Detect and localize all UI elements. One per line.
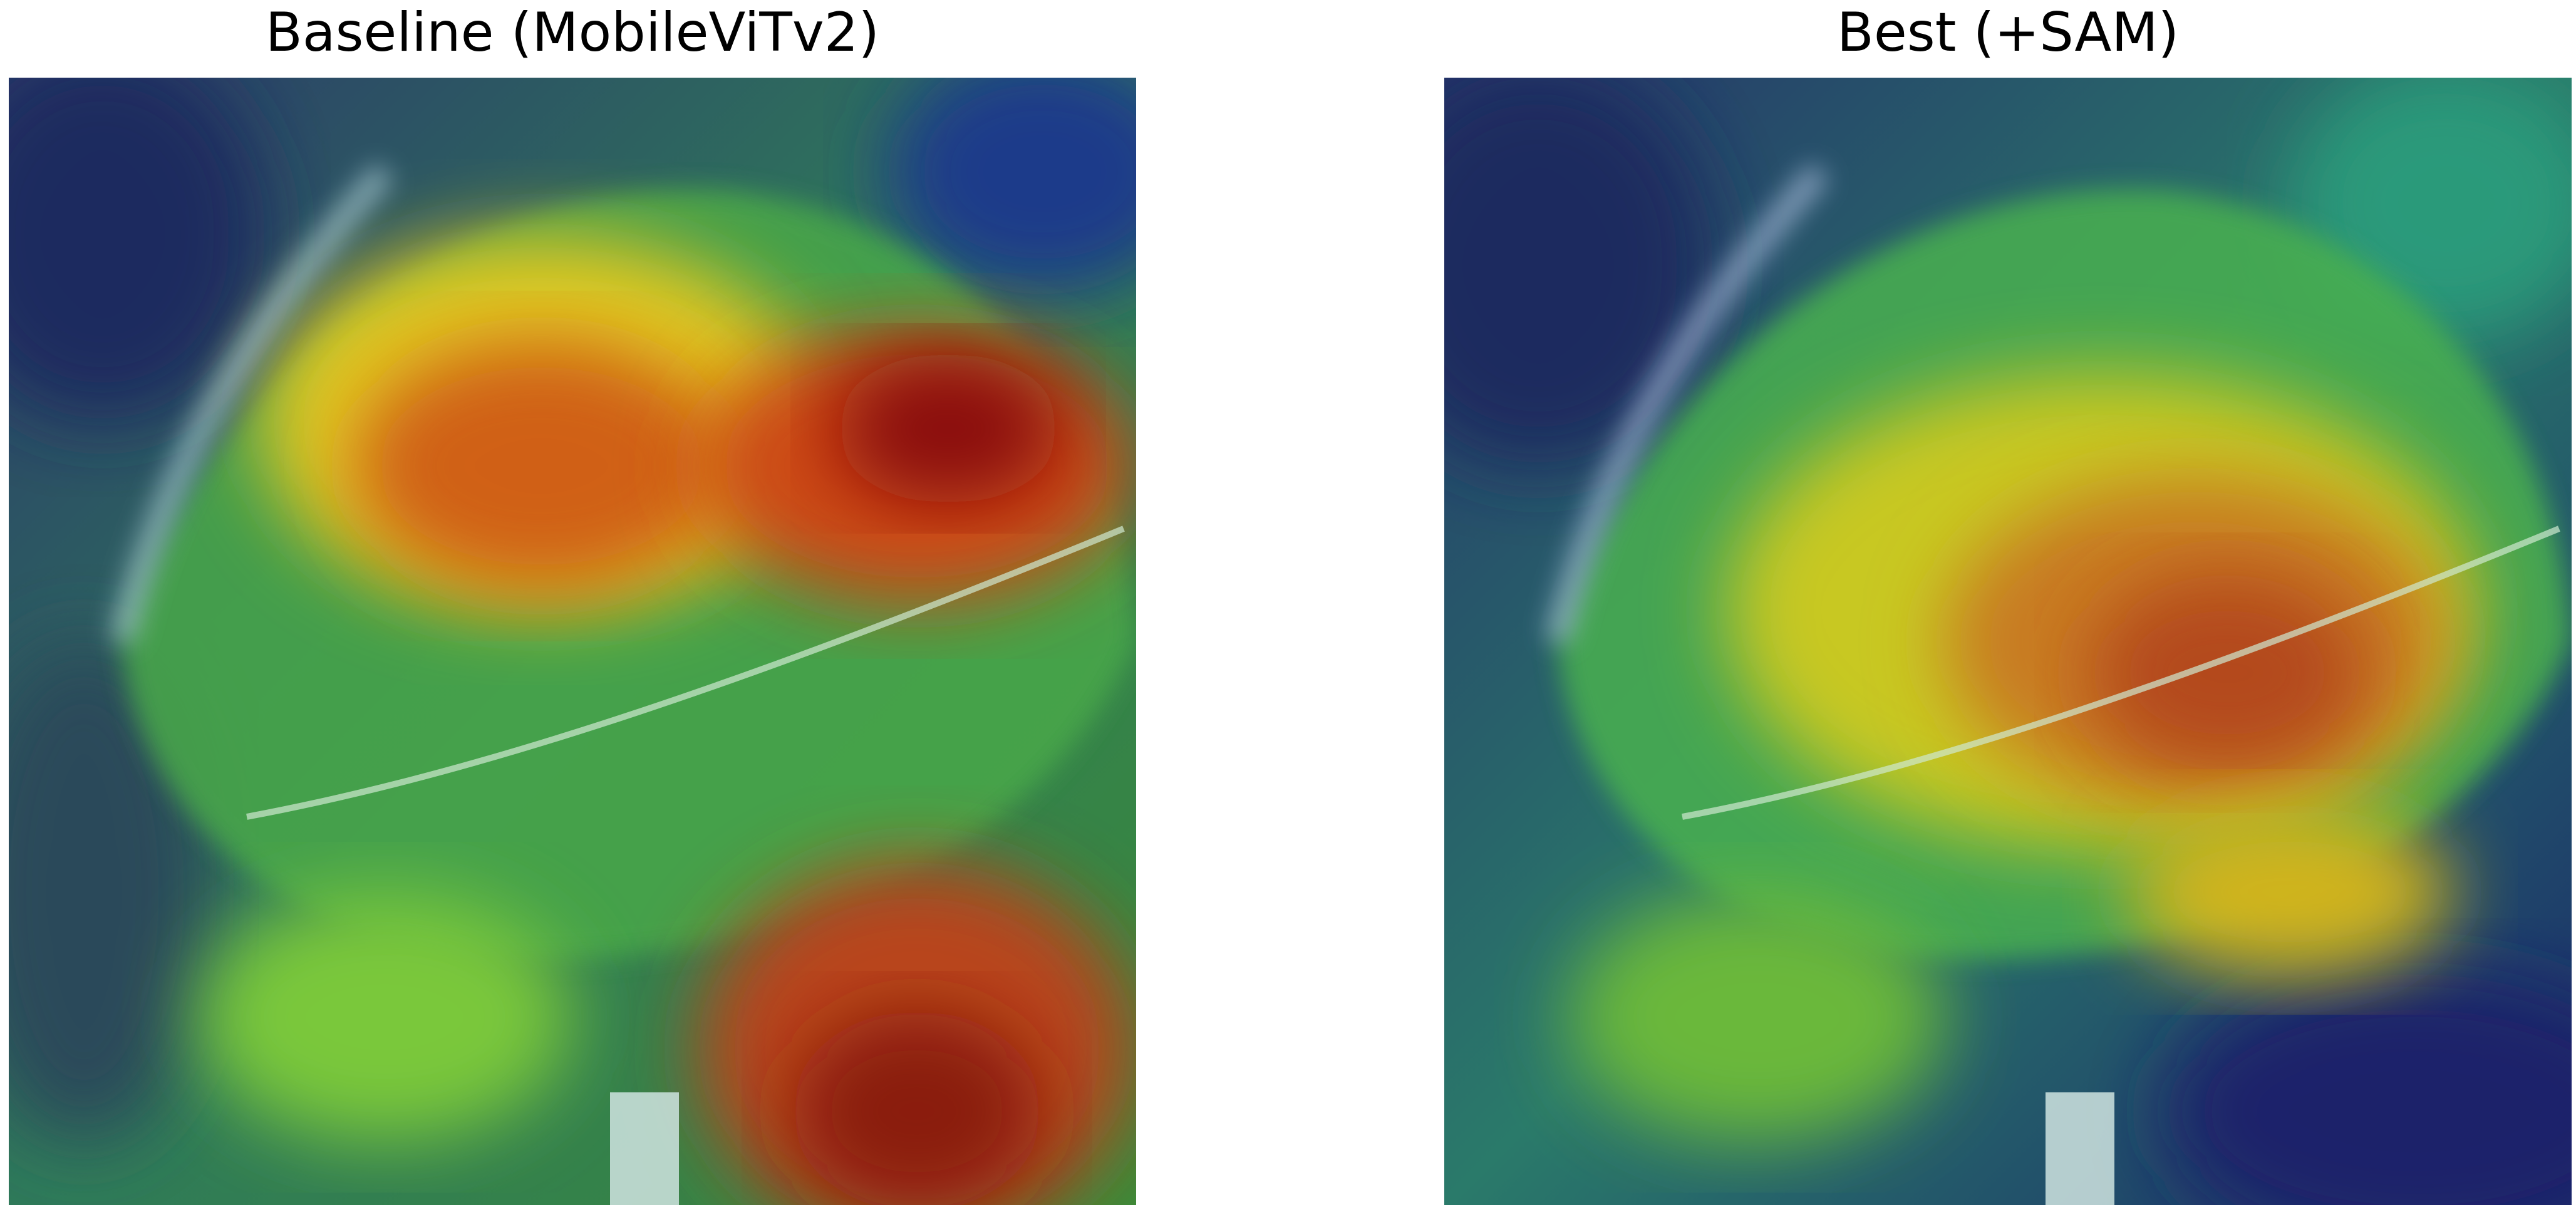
heatmap-svg-baseline bbox=[9, 78, 1136, 1205]
heatmap-image-baseline bbox=[9, 78, 1136, 1205]
leaf-vein bbox=[1682, 526, 2560, 820]
panel-title-baseline: Baseline (MobileViTv2) bbox=[265, 1, 880, 64]
hottest-region bbox=[2089, 572, 2365, 773]
panel-title-best: Best (+SAM) bbox=[1836, 1, 2180, 64]
heatmap-svg-best bbox=[1444, 78, 2572, 1205]
cold-region bbox=[9, 78, 266, 422]
leaf-edge bbox=[1544, 163, 1829, 645]
mid-region bbox=[1570, 892, 1945, 1142]
leaf-stem bbox=[610, 1092, 679, 1205]
leaf-vein bbox=[246, 526, 1125, 820]
cold-region bbox=[1444, 78, 1714, 466]
hottest-region bbox=[792, 1011, 1042, 1205]
heatmap-image-best bbox=[1444, 78, 2572, 1205]
hottest-region bbox=[835, 353, 1061, 504]
leaf-edge bbox=[109, 163, 394, 645]
cold-region bbox=[2165, 973, 2572, 1205]
leaf-stem bbox=[2046, 1092, 2114, 1205]
hot-region bbox=[353, 341, 729, 591]
warm-region bbox=[2127, 804, 2453, 980]
cold-region bbox=[886, 78, 1136, 297]
mid-region bbox=[197, 892, 572, 1142]
